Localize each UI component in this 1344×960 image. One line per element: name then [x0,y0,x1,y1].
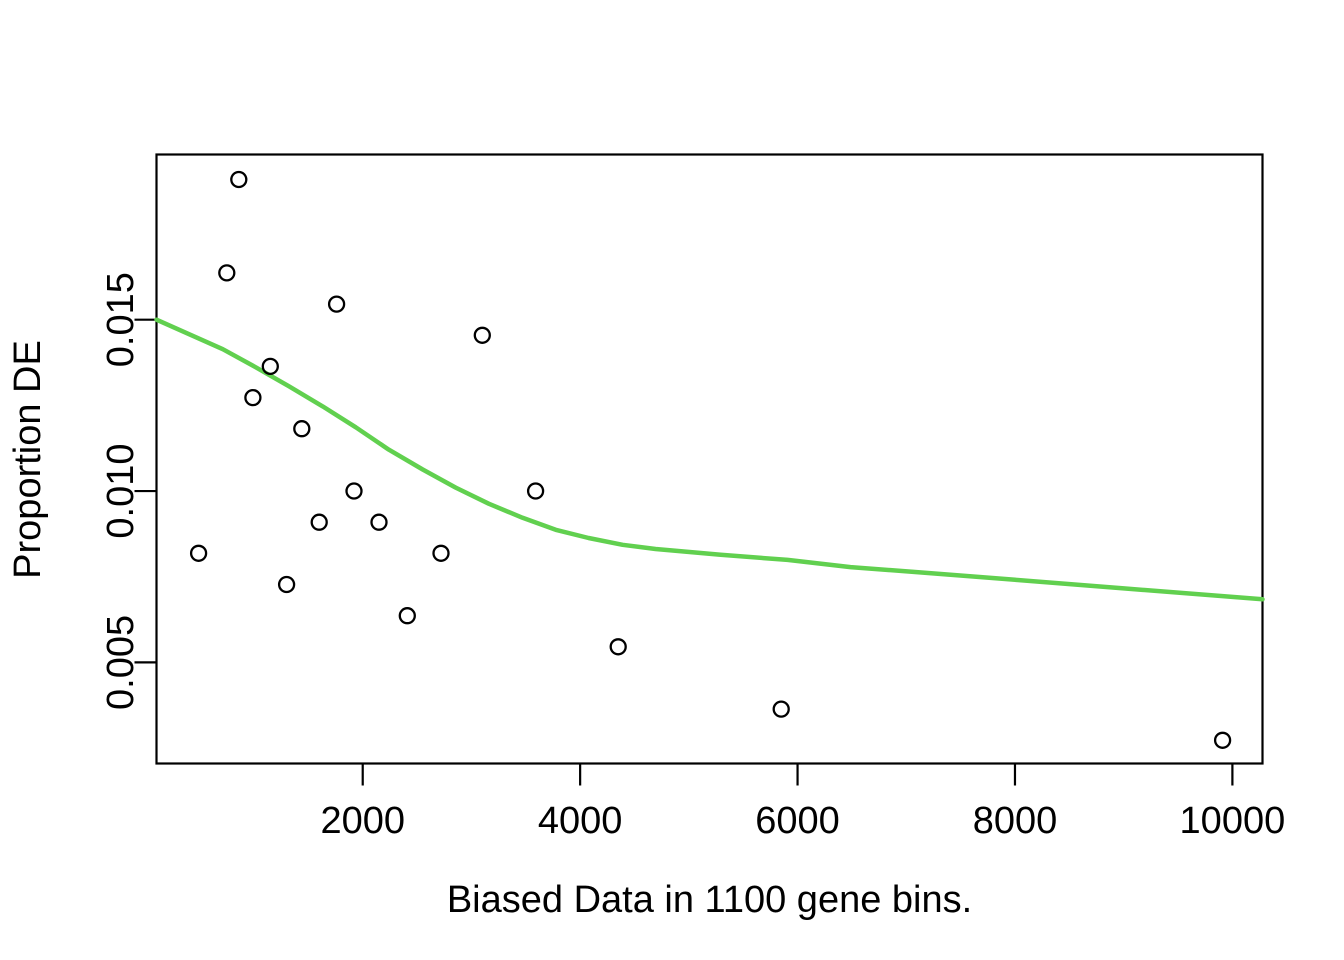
scatter-points-layer [189,170,1232,749]
scatter-point [310,513,328,531]
x-tick-label: 6000 [755,800,840,842]
scatter-point [432,544,450,562]
plot-box [155,153,1264,765]
smooth-line-layer [154,317,1265,602]
scatter-point [189,544,208,562]
scatter-point [327,295,346,313]
scatter-point [345,482,363,500]
x-axis: 2000 4000 6000 8000 10000 [320,763,1286,842]
x-axis-title: Biased Data in 1100 gene bins. [447,879,972,921]
scatter-point [293,420,311,438]
scatter-point [1213,731,1232,749]
plot-box-border [155,153,1264,765]
scatter-point [218,264,236,282]
y-tick-label: 0.015 [100,272,142,367]
x-tick-label: 2000 [320,800,405,842]
x-tick-label: 4000 [538,800,623,842]
scatter-point [277,575,296,594]
scatter-point [473,326,491,344]
y-axis: 0.005 0.010 0.015 [100,272,157,710]
scatter-point [230,170,248,189]
scatter-point [244,388,262,407]
scatter-point [772,700,790,718]
scatter-point [370,513,388,531]
y-tick-label: 0.010 [100,443,142,538]
y-tick-label: 0.005 [100,615,142,710]
x-tick-label: 8000 [973,800,1058,842]
scatter-point [261,357,279,376]
scatter-point [398,607,416,625]
x-tick-label: 10000 [1180,800,1286,842]
lowess-smooth-line [154,317,1265,602]
y-axis-title: Proportion DE [7,340,49,579]
scatter-point [609,638,627,656]
scatter-point [526,482,545,500]
